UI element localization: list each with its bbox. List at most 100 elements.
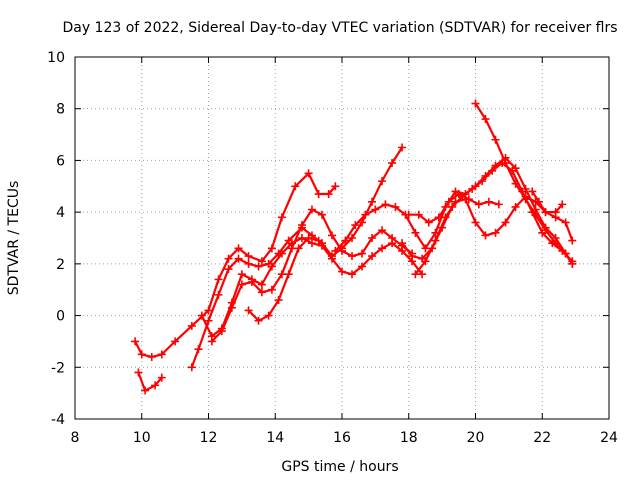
x-tick-label: 8 bbox=[71, 430, 80, 446]
data-point bbox=[348, 270, 357, 279]
data-point bbox=[214, 275, 223, 284]
data-point bbox=[441, 213, 450, 222]
data-point bbox=[151, 381, 160, 390]
data-point bbox=[224, 265, 233, 274]
grid bbox=[75, 57, 609, 419]
data-point bbox=[207, 332, 216, 341]
data-point bbox=[398, 143, 407, 152]
data-point bbox=[534, 197, 543, 206]
data-point bbox=[294, 244, 303, 253]
y-tick-label: -2 bbox=[51, 360, 65, 376]
data-point bbox=[244, 252, 253, 261]
data-point bbox=[411, 270, 420, 279]
data-point bbox=[291, 182, 300, 191]
y-tick-label: 4 bbox=[56, 205, 65, 221]
data-point bbox=[511, 179, 520, 188]
data-point bbox=[531, 210, 540, 219]
data-point bbox=[461, 195, 470, 204]
data-point bbox=[314, 236, 323, 245]
data-point bbox=[224, 254, 233, 263]
y-tick-label: -4 bbox=[51, 412, 65, 428]
data-point bbox=[194, 345, 203, 354]
data-point bbox=[217, 324, 226, 333]
data-point bbox=[414, 210, 423, 219]
data-point bbox=[391, 202, 400, 211]
data-point bbox=[411, 228, 420, 237]
data-point bbox=[488, 166, 497, 175]
series-arc-9 bbox=[404, 190, 503, 227]
y-tick-label: 10 bbox=[47, 50, 65, 66]
data-point bbox=[297, 234, 306, 242]
data-point bbox=[327, 231, 336, 240]
y-tick-label: 6 bbox=[56, 153, 65, 169]
x-tick-label: 18 bbox=[400, 430, 418, 446]
data-point bbox=[361, 210, 370, 219]
data-point bbox=[551, 208, 560, 217]
series-arc-1 bbox=[131, 169, 340, 361]
series-line bbox=[334, 156, 574, 265]
data-point bbox=[244, 306, 253, 315]
data-point bbox=[551, 239, 560, 248]
data-point bbox=[247, 275, 256, 284]
data-point bbox=[324, 190, 333, 199]
data-point bbox=[468, 184, 477, 193]
data-point bbox=[421, 244, 430, 253]
data-point bbox=[267, 244, 276, 253]
data-point bbox=[541, 208, 550, 217]
data-point bbox=[561, 218, 570, 227]
data-point bbox=[338, 267, 346, 276]
data-point bbox=[277, 249, 286, 258]
data-point bbox=[431, 236, 440, 245]
data-point bbox=[561, 249, 570, 258]
data-point bbox=[264, 311, 273, 320]
x-tick-label: 14 bbox=[266, 430, 284, 446]
data-point bbox=[568, 259, 577, 268]
data-point bbox=[494, 200, 503, 209]
data-point bbox=[331, 182, 340, 191]
data-point bbox=[214, 290, 223, 299]
data-point bbox=[378, 226, 387, 235]
series-arc-11 bbox=[471, 99, 577, 268]
data-point bbox=[234, 244, 243, 253]
x-axis-label: GPS time / hours bbox=[281, 459, 398, 475]
data-point bbox=[481, 115, 490, 124]
data-point bbox=[511, 202, 520, 211]
data-point bbox=[351, 221, 360, 230]
x-tick-label: 20 bbox=[467, 430, 485, 446]
y-axis-label: SDTVAR / TECUs bbox=[6, 181, 22, 296]
data-point bbox=[331, 246, 340, 255]
series-line bbox=[134, 172, 337, 358]
data-point bbox=[451, 197, 460, 206]
data-point bbox=[227, 298, 236, 307]
data-point bbox=[257, 288, 266, 297]
data-point bbox=[408, 252, 417, 261]
data-point bbox=[257, 257, 266, 266]
data-point bbox=[388, 239, 397, 248]
data-series bbox=[131, 99, 577, 395]
data-point bbox=[371, 205, 380, 214]
data-point bbox=[204, 316, 213, 325]
series-line bbox=[407, 192, 500, 224]
data-point bbox=[157, 373, 166, 382]
data-point bbox=[317, 241, 326, 250]
data-point bbox=[404, 210, 413, 219]
series-arc-12 bbox=[528, 187, 567, 217]
data-point bbox=[304, 234, 313, 242]
x-tick-label: 24 bbox=[600, 430, 618, 446]
y-tick-label: 0 bbox=[56, 309, 65, 325]
data-point bbox=[398, 246, 407, 255]
data-point bbox=[307, 205, 316, 214]
data-point bbox=[234, 254, 243, 263]
data-point bbox=[491, 228, 500, 237]
data-point bbox=[317, 210, 326, 219]
data-point bbox=[481, 231, 490, 240]
data-point bbox=[267, 285, 276, 294]
data-point bbox=[171, 337, 180, 346]
x-tick-label: 22 bbox=[533, 430, 551, 446]
data-point bbox=[137, 350, 146, 359]
data-point bbox=[474, 200, 483, 209]
y-tick-label: 8 bbox=[56, 102, 65, 118]
data-point bbox=[418, 270, 427, 279]
